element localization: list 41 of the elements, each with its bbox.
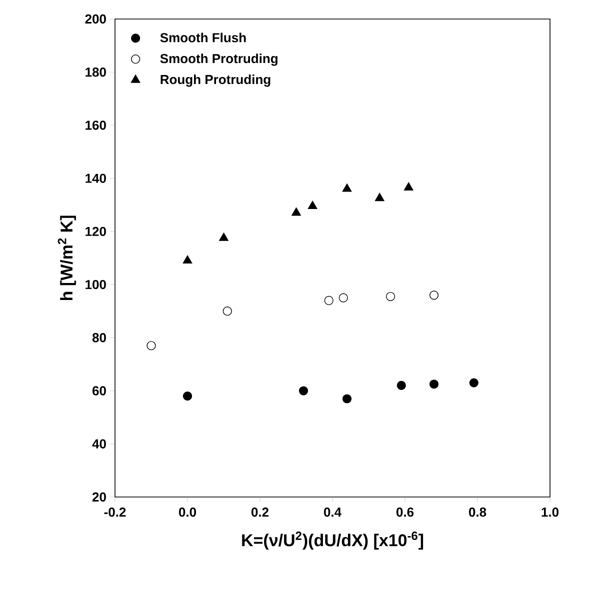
point <box>324 296 334 306</box>
y-tick-label: 100 <box>86 280 106 290</box>
y-tick-label: 160 <box>86 120 106 130</box>
y-tick-label: 200 <box>85 14 106 24</box>
y-tick-label: 40 <box>92 439 106 448</box>
point <box>219 232 228 241</box>
x-tick-label: 0.2 <box>251 508 269 517</box>
point <box>429 290 439 300</box>
y-tick-label: 120 <box>86 226 106 236</box>
point <box>404 182 414 190</box>
legend-label: Rough Protruding <box>160 74 270 87</box>
x-tick-label: 0.8 <box>468 508 486 517</box>
x-tick-label: 0.0 <box>178 508 196 517</box>
y-tick-label: 80 <box>92 333 106 342</box>
x-tick-label: 0.4 <box>324 508 342 517</box>
point <box>222 306 232 316</box>
point <box>386 292 396 302</box>
point <box>338 293 348 302</box>
y-tick-label: 20 <box>92 492 106 502</box>
point <box>374 192 384 202</box>
y-axis-title: h [W/m$^{2}$ K] <box>58 216 76 300</box>
point <box>469 378 478 388</box>
legend-label: Smooth Protruding <box>160 54 278 66</box>
point <box>396 380 406 390</box>
x-tick-label: -0.2 <box>104 508 126 517</box>
y-tick-label: 60 <box>92 386 106 396</box>
point <box>146 341 156 350</box>
point <box>342 184 352 192</box>
y-tick-label: 180 <box>86 68 106 77</box>
point <box>292 208 301 216</box>
x-axis-title: K=(ν/U$^{2}$)(dU/dX) [x10$^{-6}$] <box>242 532 424 550</box>
point <box>298 386 308 396</box>
point <box>182 392 192 401</box>
x-tick-label: 1.0 <box>542 508 559 517</box>
x-tick-label: 0.6 <box>396 508 414 517</box>
point <box>182 255 192 264</box>
y-tick-label: 140 <box>86 174 106 183</box>
point <box>429 380 439 389</box>
point <box>342 394 352 404</box>
point <box>308 200 318 210</box>
legend-label: Smooth Flush <box>160 32 246 42</box>
